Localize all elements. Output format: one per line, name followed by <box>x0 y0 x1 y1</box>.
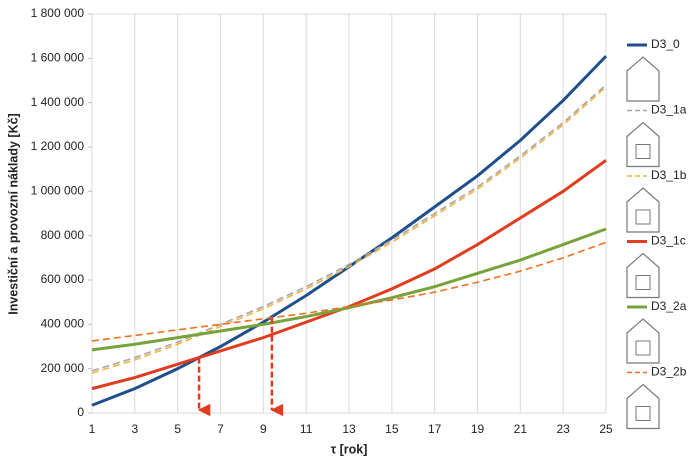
legend-label: D3_1a <box>651 103 687 117</box>
y-tick-label: 1 000 000 <box>31 184 85 198</box>
legend-label: D3_1c <box>651 234 686 248</box>
legend-label: D3_2b <box>651 365 687 379</box>
series-line <box>91 84 607 372</box>
x-tick-label: 23 <box>556 422 570 436</box>
y-tick-label: 1 600 000 <box>31 51 85 65</box>
x-tick-label: 5 <box>174 422 181 436</box>
house-window <box>635 340 651 356</box>
x-tick-label: 9 <box>260 422 267 436</box>
house-window <box>635 209 651 225</box>
series-line <box>91 241 607 342</box>
series-line <box>91 86 607 374</box>
series-line <box>91 227 607 352</box>
y-axis-title: Investiční a provozní náklady [Kč] <box>6 113 20 314</box>
house-window <box>635 275 651 290</box>
legend-label: D3_1b <box>651 168 687 182</box>
legend-icon <box>626 318 660 364</box>
y-tick-label: 200 000 <box>41 361 85 375</box>
house-window <box>635 144 651 159</box>
y-tick-label: 1 800 000 <box>31 6 85 20</box>
x-axis-title: τ [rok] <box>331 442 368 456</box>
x-tick-label: 15 <box>385 422 399 436</box>
x-tick-label: 13 <box>342 422 356 436</box>
x-tick-label: 11 <box>300 422 313 436</box>
legend-icon <box>626 383 660 430</box>
x-tick-label: 3 <box>131 422 138 436</box>
legend-icon <box>626 252 660 299</box>
legend-icon <box>626 56 660 102</box>
x-tick-label: 7 <box>217 422 224 436</box>
y-tick-label: 1 400 000 <box>31 95 85 109</box>
legend-icon <box>626 121 660 168</box>
y-tick-label: 400 000 <box>41 317 85 331</box>
legend-label: D3_2a <box>651 299 687 313</box>
x-tick-label: 19 <box>471 422 485 436</box>
y-tick-label: 800 000 <box>41 228 85 242</box>
house-outline <box>626 56 660 102</box>
x-tick-label: 17 <box>428 422 442 436</box>
house-window <box>635 406 651 421</box>
y-tick-label: 0 <box>77 405 84 419</box>
x-tick-label: 21 <box>514 422 528 436</box>
y-tick-label: 1 200 000 <box>31 139 85 153</box>
legend-label: D3_0 <box>651 37 680 51</box>
y-tick-label: 600 000 <box>41 272 85 286</box>
legend-icon <box>626 187 660 233</box>
x-tick-label: 1 <box>89 422 96 436</box>
x-tick-label: 25 <box>599 422 613 436</box>
